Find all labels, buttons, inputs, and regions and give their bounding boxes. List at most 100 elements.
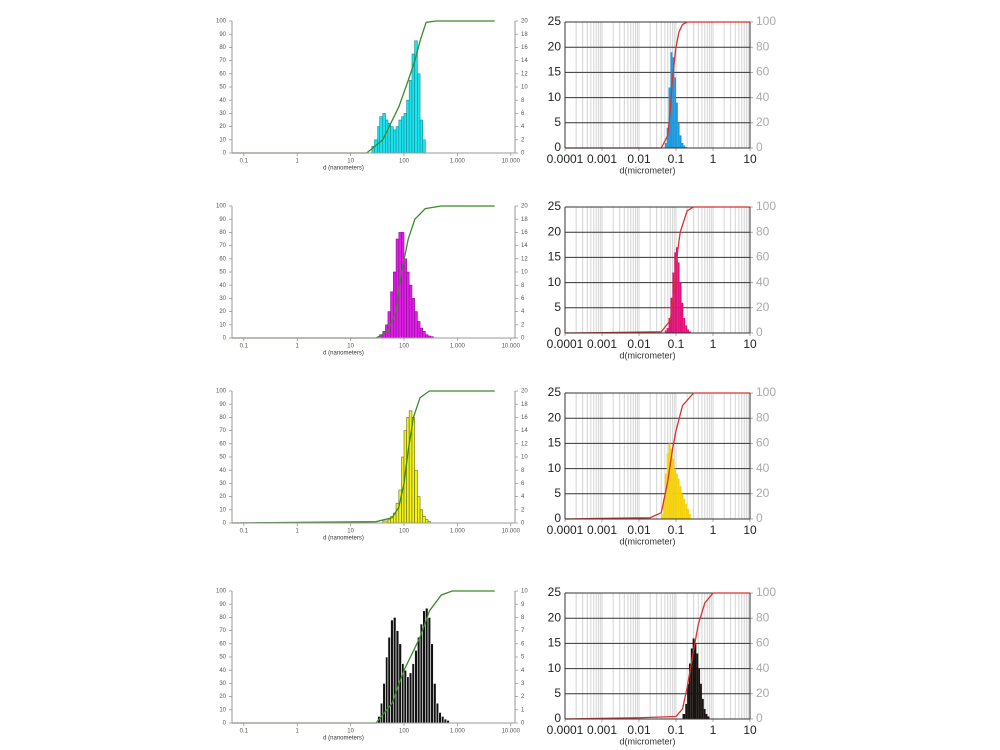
y-tick-label: 80: [219, 45, 226, 51]
bar: [698, 668, 701, 719]
y2-tick-label: 0: [756, 511, 763, 525]
bar: [390, 619, 394, 724]
bar: [406, 676, 410, 724]
bar: [690, 648, 693, 719]
y2-tick-label: 100: [756, 385, 776, 399]
y-tick-label: 80: [219, 415, 226, 421]
bar: [664, 473, 667, 519]
bar: [694, 643, 697, 719]
y2-tick-label: 80: [756, 610, 770, 624]
y-tick-label: 60: [219, 256, 226, 262]
y2-tick-label: 0: [521, 151, 525, 157]
bar: [419, 327, 423, 339]
y2-tick-label: 60: [756, 436, 770, 450]
x-tick-label: 0.0001: [547, 523, 584, 537]
bar: [417, 73, 421, 154]
bar: [696, 653, 699, 719]
bar: [664, 142, 667, 148]
bar: [403, 669, 407, 724]
bar: [417, 321, 421, 339]
y-tick-label: 70: [219, 243, 226, 249]
y-tick-label: 100: [216, 19, 227, 25]
x-tick-label: 10: [743, 523, 757, 537]
bar: [422, 516, 426, 524]
bar: [683, 317, 686, 333]
bar: [390, 291, 394, 339]
y-tick-label: 90: [219, 602, 226, 608]
y-tick-label: 40: [219, 468, 226, 474]
y2-tick-label: 2: [521, 507, 525, 513]
y2-tick-label: 12: [521, 256, 528, 262]
y-tick-label: 0: [554, 325, 561, 339]
bar: [663, 498, 665, 519]
x-tick-label: 0.0001: [547, 723, 584, 737]
bar: [417, 496, 421, 524]
bar: [422, 139, 426, 154]
bar: [688, 331, 691, 333]
bar: [408, 284, 413, 339]
bar: [687, 683, 689, 719]
y-tick-label: 70: [219, 628, 226, 634]
y-tick-label: 20: [219, 309, 226, 315]
bar: [687, 329, 689, 333]
bar: [677, 478, 680, 519]
bar: [677, 122, 680, 148]
bar: [403, 113, 407, 154]
bar: [406, 99, 410, 154]
y-tick-label: 10: [219, 507, 226, 513]
bar: [682, 713, 686, 719]
bar: [443, 718, 448, 724]
y-tick-label: 15: [548, 436, 562, 450]
y-tick-label: 15: [548, 65, 562, 79]
bar: [674, 77, 676, 148]
bar: [685, 503, 688, 519]
y2-tick-label: 20: [756, 300, 770, 314]
bar: [392, 617, 397, 724]
y2-tick-label: 40: [756, 275, 770, 289]
y-tick-label: 100: [216, 589, 227, 595]
bar: [392, 271, 397, 339]
y2-tick-label: 0: [756, 325, 763, 339]
y-tick-label: 15: [548, 636, 562, 650]
x-tick-label: 0.001: [587, 523, 617, 537]
y2-tick-label: 80: [756, 224, 770, 238]
bar: [417, 636, 421, 724]
y-tick-label: 10: [548, 661, 562, 675]
y-tick-label: 20: [219, 494, 226, 500]
x-tick-label: 10: [743, 337, 757, 351]
bar: [666, 453, 669, 519]
y2-tick-label: 5: [521, 655, 525, 661]
y2-tick-label: 60: [756, 636, 770, 650]
bar: [408, 80, 413, 154]
y2-tick-label: 8: [521, 615, 525, 621]
bar: [672, 57, 675, 148]
y2-tick-label: 80: [756, 410, 770, 424]
y-tick-label: 30: [219, 111, 226, 117]
bar: [676, 102, 678, 148]
x-axis-label: d(micrometer): [619, 736, 675, 746]
y-tick-label: 5: [554, 300, 561, 314]
x-tick-label: 0.01: [627, 723, 651, 737]
x-tick-label: 1: [296, 344, 300, 350]
bar: [683, 145, 686, 148]
y2-tick-label: 60: [756, 65, 770, 79]
bar: [685, 146, 688, 148]
y-tick-label: 0: [554, 511, 561, 525]
bar: [703, 708, 706, 719]
y2-tick-label: 4: [521, 494, 525, 500]
x-tick-label: 10: [743, 723, 757, 737]
y-tick-label: 50: [219, 455, 226, 461]
y2-tick-label: 18: [521, 217, 528, 223]
bar: [408, 672, 413, 724]
y2-tick-label: 8: [521, 468, 525, 474]
bar: [688, 663, 691, 719]
x-tick-label: 0.1: [668, 723, 685, 737]
bar: [414, 311, 418, 339]
bar: [419, 623, 423, 724]
y-tick-label: 40: [219, 283, 226, 289]
x-tick-label: 1.000: [450, 159, 466, 165]
y2-tick-label: 4: [521, 309, 525, 315]
bar: [387, 636, 391, 724]
bar: [679, 486, 682, 519]
y2-tick-label: 18: [521, 32, 528, 38]
